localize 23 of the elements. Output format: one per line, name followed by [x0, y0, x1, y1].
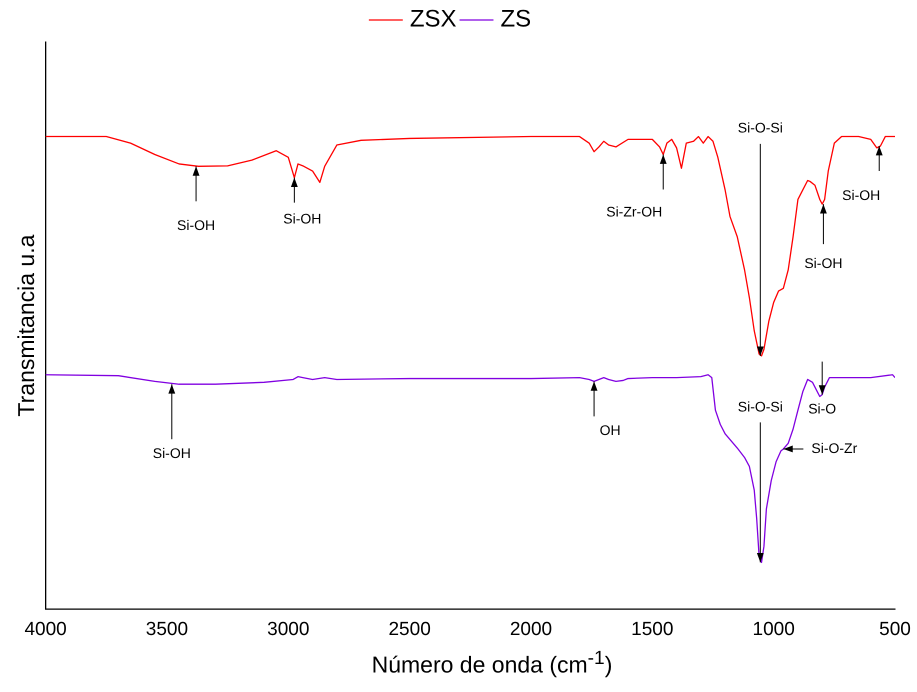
- x-tick-label: 2500: [388, 618, 431, 640]
- legend-label: ZSX: [410, 6, 457, 33]
- x-tick-label: 3000: [267, 618, 310, 640]
- annotation: Si-Zr-OH: [606, 203, 662, 220]
- annotation: Si-OH: [177, 217, 216, 234]
- annotation: Si-O-Si: [738, 120, 783, 136]
- legend-label: ZS: [500, 6, 532, 33]
- annotation: Si-OH: [283, 210, 322, 227]
- annotation: Si-O: [808, 400, 836, 416]
- x-tick-label: 500: [879, 618, 911, 640]
- annotation: OH: [600, 422, 621, 438]
- x-axis-title: Número de onda (cm$^{-1}$): [370, 648, 614, 679]
- x-tick-label: 4000: [24, 618, 67, 640]
- annotation: Si-OH: [152, 445, 191, 462]
- annotation: Si-O-Si: [738, 398, 783, 414]
- x-tick-label: 1500: [631, 618, 674, 640]
- annotation: Si-OH: [804, 254, 842, 271]
- x-tick-label: 3500: [146, 618, 188, 640]
- y-axis-title: Transmitancia u.a: [13, 234, 40, 417]
- annotation: Si-OH: [842, 186, 880, 203]
- x-tick-label: 1000: [752, 618, 795, 640]
- x-tick-label: 2000: [510, 618, 552, 640]
- annotation: Si-O-Zr: [811, 440, 858, 456]
